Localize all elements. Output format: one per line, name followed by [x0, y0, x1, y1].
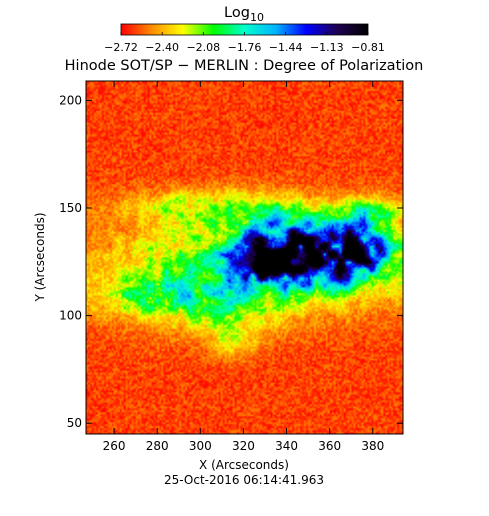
colorbar-tick-label: −2.40: [145, 41, 179, 54]
colorbar-tick-label: −1.76: [228, 41, 262, 54]
x-axis: 260 280 300 320 340 360 380: [103, 81, 384, 453]
x-tick-label: 320: [232, 439, 255, 453]
y-tick-label: 150: [59, 201, 82, 215]
colorbar-label: Log10: [224, 5, 264, 24]
x-tick-label: 300: [189, 439, 212, 453]
polarization-heatmap: [86, 81, 403, 434]
colorbar-tick-label: −1.13: [310, 41, 344, 54]
y-axis-label: Y (Arcseconds): [33, 212, 47, 302]
x-tick-label: 280: [146, 439, 169, 453]
y-tick-label: 50: [67, 416, 82, 430]
colorbar-tick-label: −0.81: [351, 41, 385, 54]
observation-timestamp: 25-Oct-2016 06:14:41.963: [164, 473, 324, 487]
colorbar-ticks: −2.72 −2.40 −2.08 −1.76 −1.44 −1.13 −0.81: [104, 32, 385, 54]
y-tick-label: 200: [59, 93, 82, 107]
x-axis-label: X (Arcseconds): [199, 458, 289, 472]
colorbar-tick-label: −2.72: [104, 41, 138, 54]
x-tick-label: 360: [318, 439, 341, 453]
colorbar-tick-label: −1.44: [269, 41, 303, 54]
y-tick-label: 100: [59, 309, 82, 323]
plot-frame: [85, 80, 404, 435]
colorbar-tick-label: −2.08: [186, 41, 220, 54]
x-tick-label: 380: [361, 439, 384, 453]
x-tick-label: 340: [275, 439, 298, 453]
x-tick-label: 260: [103, 439, 126, 453]
y-axis: 50 100 150 200: [59, 93, 403, 430]
chart-title: Hinode SOT/SP − MERLIN : Degree of Polar…: [65, 58, 424, 74]
